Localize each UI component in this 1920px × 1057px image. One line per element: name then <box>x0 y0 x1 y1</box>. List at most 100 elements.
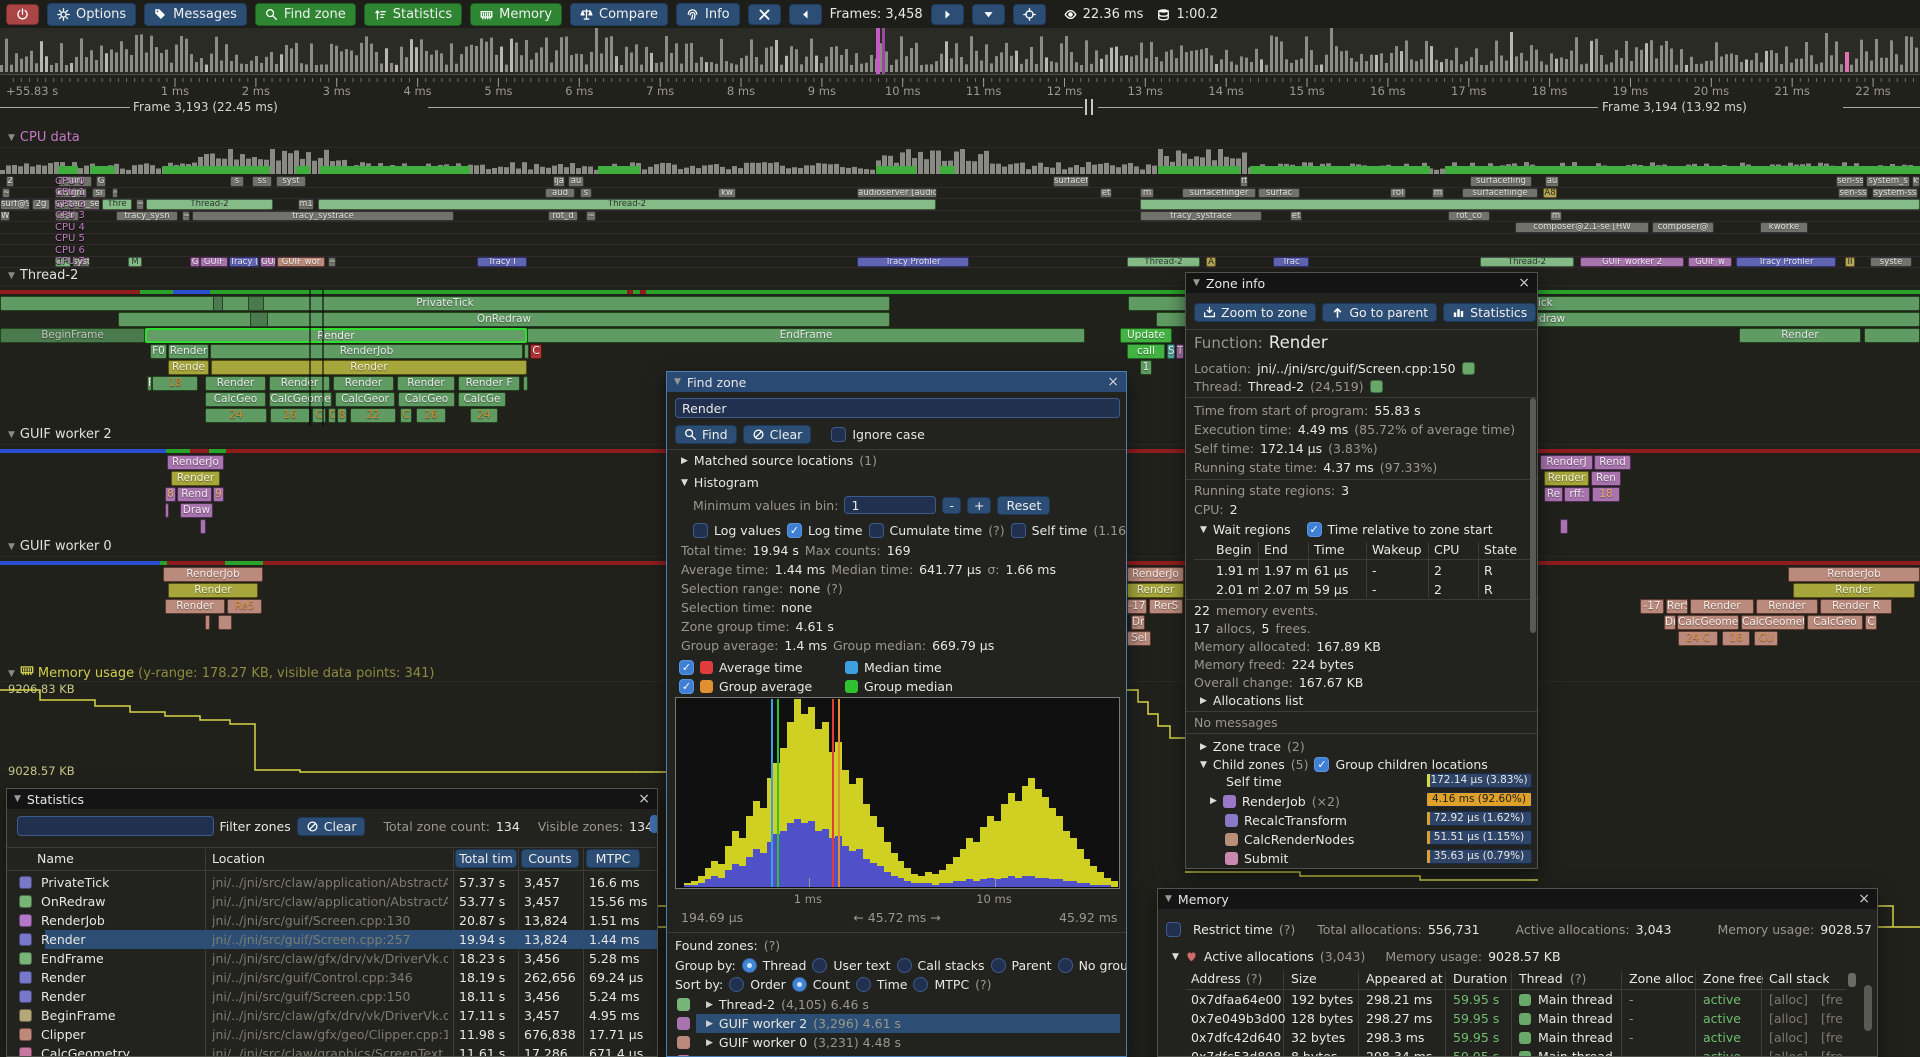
timeline-zone[interactable]: ss <box>252 176 272 187</box>
close-icon[interactable]: × <box>1858 891 1870 907</box>
statistics-titlebar[interactable]: ▼ Statistics × <box>7 789 657 809</box>
timeline-zone[interactable]: Render F <box>458 376 520 391</box>
timeline-zone[interactable]: s <box>230 176 244 187</box>
wait-regions-header[interactable]: ▼ Wait regions ✓ Time relative to zone star… <box>1200 522 1493 537</box>
action-go-to-parent[interactable]: Go to parent <box>1322 302 1438 322</box>
group-by-radio[interactable] <box>1057 957 1073 973</box>
timeline-zone[interactable]: CalcGeome <box>1677 615 1739 630</box>
timeline-zone[interactable]: GUIF worker 2 <box>1580 256 1684 267</box>
timeline-zone[interactable]: Tracy Profiler <box>1736 256 1836 267</box>
zone-group-row[interactable]: ▶GUIF worker 1(3,192) 4.39 s <box>677 1052 1122 1056</box>
timeline-zone[interactable]: Thread-2 <box>146 199 273 210</box>
zone-trace[interactable]: ▶ Zone trace (2) <box>1200 739 1305 754</box>
tools-button[interactable] <box>747 3 781 25</box>
timeline-zone[interactable]: C <box>400 408 412 423</box>
timeline-zone[interactable]: 24 <box>470 408 498 423</box>
relative-time-checkbox[interactable]: ✓ <box>1306 522 1322 537</box>
timeline-zone[interactable]: RenderJo <box>1127 567 1184 582</box>
allocations-list[interactable]: ▶ Allocations list <box>1200 693 1303 708</box>
option-checkbox[interactable]: ✓ <box>786 522 802 538</box>
ignore-case-checkbox[interactable] <box>831 427 847 442</box>
zone-info-scrollbar[interactable] <box>1530 398 1536 633</box>
sort-by-radio[interactable] <box>913 976 929 992</box>
timeline-zone[interactable]: 9 <box>213 487 224 502</box>
timeline-zone[interactable]: BeginFrame <box>0 328 145 343</box>
timeline-zone[interactable]: 24 C <box>1678 631 1718 646</box>
compare-button[interactable]: Compare <box>570 2 669 26</box>
allocation-row[interactable]: 0x7dfc42d640 32 bytes 298.3 ms 59.95 s Main … <box>1158 1029 1877 1048</box>
timeline-zone[interactable]: Render <box>1127 583 1184 598</box>
zone-group-row[interactable]: ▶ Thread-2 (4,105) 6.46 s <box>677 995 1122 1014</box>
table-row[interactable]: Render jni/../jni/src/guif/Control.cpp:34… <box>7 968 657 987</box>
timeline-zone[interactable]: Render <box>1793 583 1915 598</box>
min-bin-input[interactable] <box>844 496 937 514</box>
memory-button[interactable]: Memory <box>470 2 563 26</box>
col-header-counts[interactable]: Counts <box>521 849 579 868</box>
child-zone-row[interactable]: RecalcTransform <box>1210 812 1420 828</box>
timeline-zone[interactable]: RerS <box>1666 599 1688 614</box>
timeline-zone[interactable]: CalcGe <box>458 392 506 407</box>
clear-button[interactable]: Clear <box>742 425 812 444</box>
timeline-zone[interactable]: Thread-2 <box>1127 256 1200 267</box>
timeline-zone[interactable]: Render <box>165 599 225 614</box>
timeline-zone[interactable]: Dra <box>1131 615 1145 630</box>
timeline-zone[interactable]: surfacefling <box>1470 176 1532 187</box>
timeline-zone[interactable] <box>213 296 223 311</box>
legend-checkbox[interactable]: ✓ <box>679 659 694 675</box>
timeline-zone[interactable] <box>1864 328 1920 343</box>
group-by-radio[interactable] <box>990 957 1006 973</box>
timeline-zone[interactable]: Render <box>168 583 258 598</box>
timeline-zone[interactable]: et <box>1290 210 1302 221</box>
zone-group-row[interactable]: ▶ GUIF worker 0 (3,231) 4.48 s <box>677 1033 1122 1052</box>
timeline-zone[interactable]: GUIF <box>200 256 228 267</box>
section-thread-2[interactable]: ▼ GUIF worker 0 <box>8 539 112 554</box>
section-thread-0[interactable]: ▼ Thread-2 <box>8 268 78 283</box>
timeline-zone[interactable]: si <box>92 187 106 198</box>
power-button[interactable] <box>6 3 39 25</box>
timeline-zone[interactable]: sen-ss <box>1836 176 1864 187</box>
active-allocations-header[interactable]: ▼ Active allocations (3,043) Memory usage: 9… <box>1172 949 1561 964</box>
table-row[interactable]: Render jni/../jni/src/guif/Screen.cpp:257… <box>7 930 657 949</box>
timeline-zone[interactable]: CalcGeo <box>1807 615 1863 630</box>
timeline-zone[interactable]: au <box>568 176 584 187</box>
timeline-zone[interactable]: Trac <box>1273 256 1309 267</box>
sort-by-radio[interactable] <box>855 976 871 992</box>
timeline-zone[interactable]: ~ <box>586 210 596 221</box>
timeline-zone[interactable]: Render <box>145 328 527 343</box>
timeline-zone[interactable]: syst <box>276 176 306 187</box>
timeline-zone[interactable]: -17 <box>1640 599 1664 614</box>
prev-frame-button[interactable] <box>788 3 822 25</box>
timeline-zone[interactable]: tracy_sysn <box>116 210 178 221</box>
timeline-zone[interactable]: RenderJob <box>210 344 523 359</box>
timeline-zone[interactable]: Render <box>397 376 455 391</box>
find-button[interactable]: Find <box>675 425 737 444</box>
timeline-zone[interactable]: Render <box>1544 471 1589 486</box>
matched-source-locations[interactable]: ▶ Matched source locations (1) <box>681 453 877 468</box>
timeline-zone[interactable]: II <box>1845 256 1855 267</box>
section-thread-1[interactable]: ▼ GUIF worker 2 <box>8 427 112 442</box>
timeline-zone[interactable]: sen-ss <box>1838 187 1868 198</box>
timeline-zone[interactable]: 24 <box>205 408 267 423</box>
timeline-zone[interactable]: 16 <box>270 408 310 423</box>
timeline-zone[interactable]: EndFrame <box>527 328 1085 343</box>
section-cpu-data[interactable]: ▼ CPU data <box>8 130 80 145</box>
timeline-zone[interactable]: GUI <box>260 256 276 267</box>
timeline-zone[interactable]: RenderJo <box>167 455 224 470</box>
frame-dropdown-button[interactable] <box>971 3 1005 25</box>
close-icon[interactable]: × <box>1518 275 1530 291</box>
time-ruler[interactable]: +55.83 s 1 ms 2 ms 3 ms 4 ms 5 ms 6 ms 7 ms 8 ms… <box>0 76 1920 98</box>
timeline-zone[interactable]: Th <box>55 256 71 267</box>
timeline-zone[interactable]: ~ <box>112 187 118 198</box>
timeline-zone[interactable]: 8 <box>337 408 347 423</box>
option-checkbox[interactable] <box>693 522 708 538</box>
timeline-zone[interactable]: m <box>1550 210 1562 221</box>
timeline-zone[interactable]: 18 <box>152 376 198 391</box>
timeline-zone[interactable]: rot_co <box>1448 210 1490 221</box>
find-zone-button[interactable]: Find zone <box>254 2 356 26</box>
increment-button[interactable]: + <box>966 496 992 514</box>
timeline-zone[interactable]: Render <box>1690 599 1754 614</box>
timeline-zone[interactable]: composer@ <box>1652 222 1714 233</box>
timeline-zone[interactable]: Rend <box>1594 455 1631 470</box>
timeline-zone[interactable]: CU <box>1754 631 1778 646</box>
timeline-zone[interactable]: CalcGeo <box>205 392 266 407</box>
